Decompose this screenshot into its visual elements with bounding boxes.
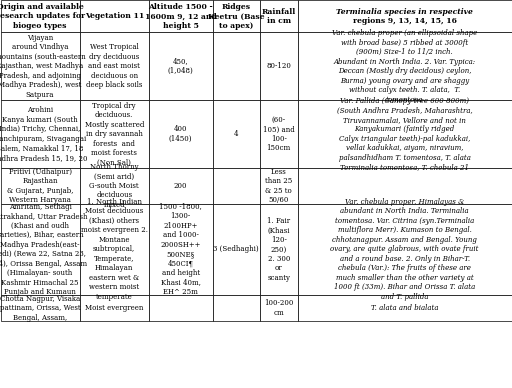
Bar bbox=[80, 168, 148, 204]
Text: regions 9, 13, 14, 15, 16: regions 9, 13, 14, 15, 16 bbox=[353, 17, 457, 25]
Bar bbox=[148, 204, 212, 295]
Text: (60-
105) and
100-
150cm: (60- 105) and 100- 150cm bbox=[263, 116, 294, 152]
Text: Moist evergreen: Moist evergreen bbox=[85, 304, 143, 312]
Text: Vijayan
around Vindhya
mountains (south-eastern
Rajasthan, west Madhya
Pradesh, : Vijayan around Vindhya mountains (south-… bbox=[0, 34, 86, 99]
Bar bbox=[298, 0, 511, 32]
Text: 200: 200 bbox=[174, 182, 187, 190]
Bar bbox=[260, 295, 298, 321]
Text: Var. chebula proper. Himalayas &
abundant in North India. Terminalia
tomentosa. : Var. chebula proper. Himalayas & abundan… bbox=[330, 198, 479, 301]
Bar bbox=[1, 100, 80, 168]
Text: West Tropical
dry deciduous
and east moist
deciduous on
deep black soils: West Tropical dry deciduous and east moi… bbox=[86, 43, 142, 89]
Bar bbox=[260, 168, 298, 204]
Bar bbox=[80, 295, 148, 321]
Bar bbox=[260, 32, 298, 100]
Text: 1. North Indian
Moist deciduous
(Khasi) others
moist evergreen 2.
Montane
subtro: 1. North Indian Moist deciduous (Khasi) … bbox=[81, 198, 147, 301]
Bar bbox=[1, 204, 80, 295]
Bar bbox=[298, 295, 511, 321]
Text: Vegetation 11: Vegetation 11 bbox=[84, 12, 144, 21]
Bar bbox=[148, 32, 212, 100]
Text: Var. Pallida (Canopy tree 600-800m)
(South Andhra Pradesh, Maharashtra,
Tiruvann: Var. Pallida (Canopy tree 600-800m) (Sou… bbox=[337, 97, 473, 171]
Bar bbox=[80, 100, 148, 168]
Text: Pritivi (Udhaipur)
Rajasthan
& Gujarat, Punjab,
Western Haryana: Pritivi (Udhaipur) Rajasthan & Gujarat, … bbox=[7, 168, 73, 204]
Bar bbox=[1, 0, 80, 32]
Bar bbox=[212, 204, 260, 295]
Bar bbox=[80, 32, 148, 100]
Text: 450,
(1,048): 450, (1,048) bbox=[168, 57, 194, 75]
Bar bbox=[298, 100, 511, 168]
Bar bbox=[212, 100, 260, 168]
Bar bbox=[80, 0, 148, 32]
Bar bbox=[1, 295, 80, 321]
Bar bbox=[260, 204, 298, 295]
Bar bbox=[1, 168, 80, 204]
Bar bbox=[212, 295, 260, 321]
Bar bbox=[298, 168, 511, 204]
Text: 4: 4 bbox=[234, 130, 238, 138]
Bar bbox=[212, 168, 260, 204]
Text: 1. Fair
(Khasi
120-
250)
2. 300
or
scanty: 1. Fair (Khasi 120- 250) 2. 300 or scant… bbox=[267, 217, 290, 282]
Bar bbox=[260, 0, 298, 32]
Text: Rainfall
in cm: Rainfall in cm bbox=[262, 8, 296, 25]
Text: T. alata and bialata: T. alata and bialata bbox=[371, 304, 438, 312]
Bar bbox=[148, 100, 212, 168]
Text: Tropical dry
deciduous.
Mostly scattered
in dry savannah
forests  and
moist fore: Tropical dry deciduous. Mostly scattered… bbox=[84, 102, 144, 167]
Text: Var. chebula proper (an ellipsoidal shape
with broad base) 5 ribbed at 3000ft
(9: Var. chebula proper (an ellipsoidal shap… bbox=[332, 29, 477, 104]
Bar bbox=[212, 32, 260, 100]
Text: Arohini
Kanya kumari (South
India) Trichy, Chennai,
Kanchipuram, Sivagangai
Sale: Arohini Kanya kumari (South India) Trich… bbox=[0, 106, 88, 162]
Text: Chotta Nagpur, Visaka
pattinam, Orissa, West
Bengal, Assam,: Chotta Nagpur, Visaka pattinam, Orissa, … bbox=[0, 294, 80, 322]
Text: Terminalia species in respective: Terminalia species in respective bbox=[336, 8, 473, 16]
Text: Ridges
Keetru (Base
to apex): Ridges Keetru (Base to apex) bbox=[208, 3, 264, 30]
Text: 400
(1450): 400 (1450) bbox=[169, 125, 193, 143]
Text: 3 (Sedhaghi): 3 (Sedhaghi) bbox=[214, 245, 259, 253]
Text: 80-120: 80-120 bbox=[266, 62, 291, 70]
Bar bbox=[80, 204, 148, 295]
Text: Less
than 25
& 25 to
50/60: Less than 25 & 25 to 50/60 bbox=[265, 168, 292, 204]
Bar bbox=[148, 168, 212, 204]
Bar bbox=[148, 295, 212, 321]
Bar bbox=[260, 100, 298, 168]
Text: Altitude 1500 -
1600m 9, 12 and
height 5: Altitude 1500 - 1600m 9, 12 and height 5 bbox=[145, 3, 217, 30]
Text: 100-200
cm: 100-200 cm bbox=[264, 300, 293, 317]
Bar bbox=[148, 0, 212, 32]
Text: North Thorny
(Semi arid)
G-south Moist
deciduous
mixed: North Thorny (Semi arid) G-south Moist d… bbox=[90, 163, 139, 209]
Bar bbox=[212, 0, 260, 32]
Bar bbox=[298, 32, 511, 100]
Text: 1500 -1800,
1300-
2100HP+
and 1000-
2000SH++
500NE§
450CI¶
and height
Khasi 40m,: 1500 -1800, 1300- 2100HP+ and 1000- 2000… bbox=[159, 203, 202, 296]
Text: Amritam, Sethagi
Uttrakhand, Uttar Pradesh
(Khasi and oudh
varieties), Bihar, ea: Amritam, Sethagi Uttrakhand, Uttar Prade… bbox=[0, 203, 88, 296]
Text: Origin and available
research updates for
biogeo types: Origin and available research updates fo… bbox=[0, 3, 84, 30]
Bar bbox=[1, 32, 80, 100]
Bar bbox=[298, 204, 511, 295]
